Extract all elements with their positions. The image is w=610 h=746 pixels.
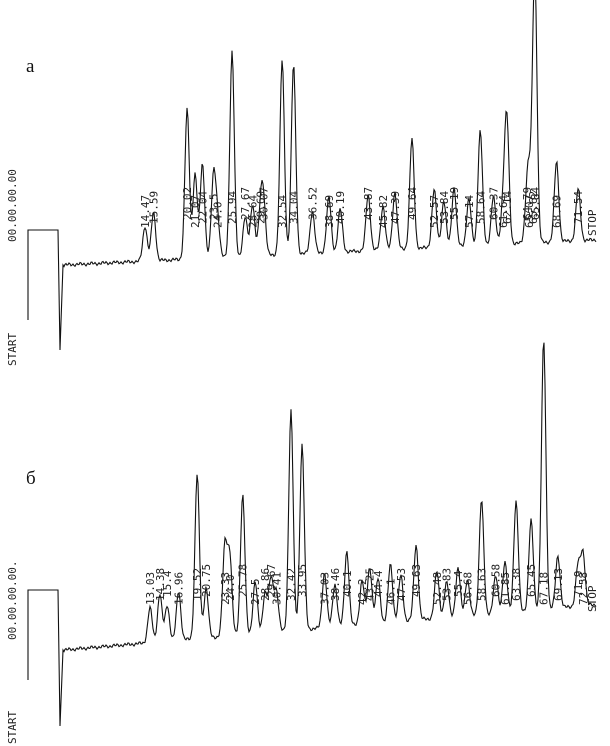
peak-label: 24.0 <box>224 575 237 602</box>
peak-label: 15.4 <box>161 570 174 597</box>
peak-label: 64.79 <box>521 187 534 220</box>
peak-label: 36.52 <box>306 187 319 220</box>
peak-label: 20.02 <box>181 187 194 220</box>
peak-label: 58.63 <box>476 568 489 601</box>
peak-label: 27.5 <box>249 579 262 606</box>
peak-label: 52.48 <box>431 572 444 605</box>
start-label: START <box>6 333 19 366</box>
peak-label: 61.85 <box>499 572 512 605</box>
peak-label: 14.47 <box>139 195 152 228</box>
peak-label: 28.64 <box>247 195 260 228</box>
peak-label: 47.39 <box>389 191 402 224</box>
start-label: START <box>6 711 19 744</box>
peak-label: 32.54 <box>276 195 289 228</box>
peak-label: 28.86 <box>259 568 272 601</box>
peak-label: 32.42 <box>285 568 298 601</box>
peak-label: 22.04 <box>196 191 209 224</box>
peak-label: 25.94 <box>226 191 239 224</box>
peak-label: 53.83 <box>441 568 454 601</box>
peak-label: 43.25 <box>364 568 377 601</box>
peak-label: 55.19 <box>448 187 461 220</box>
peak-label: 60.37 <box>487 187 500 220</box>
peak-label: 13.03 <box>144 572 157 605</box>
peak-label: 65.07 <box>523 195 536 228</box>
trace <box>27 0 597 351</box>
panel-letter: а <box>26 56 35 77</box>
peak-label: 42.2 <box>356 579 369 606</box>
peak-label: 49.63 <box>410 564 423 597</box>
peak-label: 15.59 <box>148 191 161 224</box>
peak-label: 56.68 <box>461 572 474 605</box>
panel-letter: б <box>26 468 36 489</box>
stop-label: STOP <box>586 585 599 612</box>
peak-label: 63.38 <box>510 568 523 601</box>
peak-label: 23.33 <box>219 572 232 605</box>
peak-label: 30.41 <box>270 572 283 605</box>
peak-label: 38.46 <box>329 568 342 601</box>
peak-label: 58.64 <box>474 191 487 224</box>
peak-label: 55.4 <box>452 570 465 597</box>
start-time: 00.00.00.00. <box>6 561 19 640</box>
peak-label: 33.95 <box>296 564 309 597</box>
peak-label: 44.4 <box>372 570 385 597</box>
peak-label: 40.19 <box>334 191 347 224</box>
peak-label: 60.58 <box>490 564 503 597</box>
peak-label: 29.67 <box>265 564 278 597</box>
peak-label: 14.38 <box>154 568 167 601</box>
peak-label: 23.5 <box>208 194 221 221</box>
peak-label: 65.84 <box>529 187 542 220</box>
peak-label: 61.64 <box>497 195 510 228</box>
peak-label: 45.82 <box>377 195 390 228</box>
peak-label: 67.18 <box>538 572 551 605</box>
peak-label: 49.64 <box>406 187 419 220</box>
peak-label: 30.07 <box>257 187 270 220</box>
peak-label: 25.78 <box>237 564 250 597</box>
peak-label: 20.75 <box>200 564 213 597</box>
trace <box>27 342 597 727</box>
peak-label: 16.96 <box>173 572 186 605</box>
peak-label: 46.1 <box>384 579 397 606</box>
peak-label: 65.62 <box>527 191 540 224</box>
peak-label: 40.1 <box>341 571 354 598</box>
peak-label: 29.69 <box>255 191 268 224</box>
peak-label: 34.04 <box>288 191 301 224</box>
peak-label: 68.69 <box>551 195 564 228</box>
peak-label: 53.84 <box>438 191 451 224</box>
peak-label: 38.69 <box>323 195 336 228</box>
peak-label: 21.07 <box>189 195 202 228</box>
peak-label: 62.14 <box>501 191 514 224</box>
peak-label: 52.57 <box>428 195 441 228</box>
peak-label: 47.53 <box>395 568 408 601</box>
stop-label: STOP <box>586 209 599 236</box>
peak-label: 57.14 <box>463 195 476 228</box>
peak-label: 71.9 <box>572 571 585 598</box>
start-time: 00.00.00.00 <box>6 169 19 242</box>
peak-label: 69.13 <box>552 568 565 601</box>
peak-label: 71.54 <box>572 191 585 224</box>
peak-label: 65.45 <box>525 564 538 597</box>
peak-label: 37.03 <box>318 572 331 605</box>
peak-label: 19.52 <box>191 568 204 601</box>
peak-label: 27.67 <box>239 187 252 220</box>
peak-label: 24.0 <box>211 202 224 229</box>
peak-label: 43.87 <box>362 187 375 220</box>
peak-label: 72.58 <box>577 572 590 605</box>
